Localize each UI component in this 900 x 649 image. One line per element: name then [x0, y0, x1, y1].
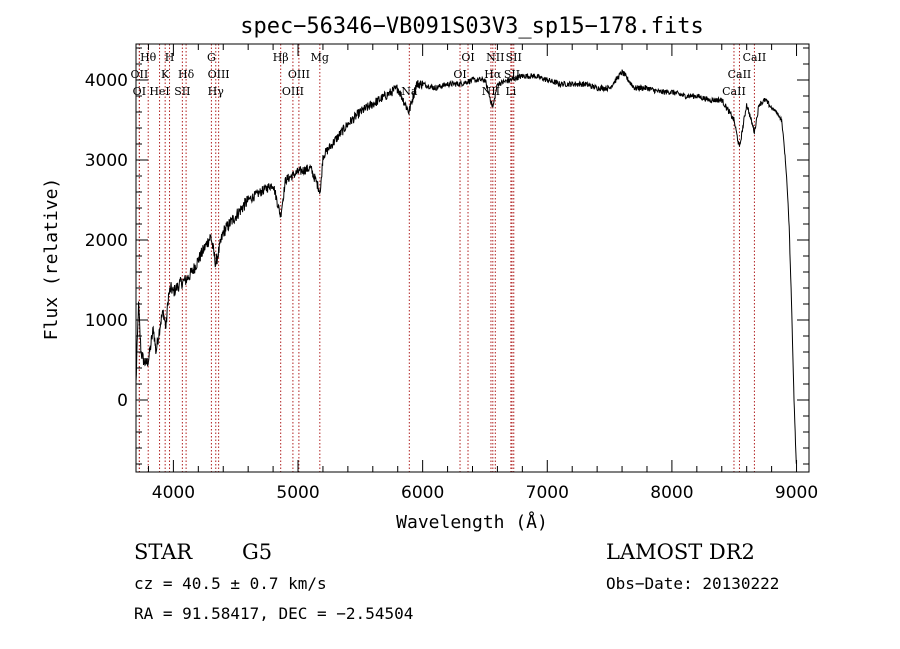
line-marker-label-15: Hα [484, 68, 502, 81]
x-tick-label-8000: 8000 [650, 483, 693, 503]
line-marker-label-20: SII [174, 85, 190, 98]
line-marker-label-5: OI [461, 51, 474, 64]
survey-name: LAMOST DR2 [606, 540, 755, 564]
object-subclass: G5 [242, 540, 272, 564]
coordinates-readout: RA = 91.58417, DEC = −2.54504 [134, 604, 413, 623]
line-marker-label-24: NII [482, 85, 500, 98]
x-axis-label: Wavelength (Å) [396, 511, 548, 533]
line-marker-label-26: CaII [722, 85, 746, 98]
y-tick-label-3000: 3000 [85, 151, 128, 171]
y-tick-label-2000: 2000 [85, 231, 128, 251]
line-marker-label-7: SII [506, 51, 522, 64]
line-marker-label-17: CaII [728, 68, 752, 81]
line-marker-label-14: OI [453, 68, 466, 81]
line-marker-label-25: Li [505, 85, 516, 98]
line-marker-label-19: HeI [149, 85, 169, 98]
y-tick-label-0: 0 [117, 391, 128, 411]
emission-line-markers [138, 44, 755, 472]
redshift-readout: cz = 40.5 ± 0.7 km/s [134, 574, 327, 593]
line-marker-label-9: OII [131, 68, 149, 81]
chart-title: spec−56346−VB091S03V3_sp15−178.fits [240, 14, 704, 39]
x-tick-label-5000: 5000 [276, 483, 319, 503]
y-tick-label-4000: 4000 [85, 71, 128, 91]
x-tick-label-9000: 9000 [775, 483, 818, 503]
line-marker-label-13: OIII [288, 68, 310, 81]
line-marker-label-10: K [161, 68, 170, 81]
line-marker-label-0: Hθ [140, 51, 157, 64]
x-tick-label-4000: 4000 [152, 483, 195, 503]
line-marker-label-1: H [165, 51, 175, 64]
spectrum-series-line [135, 69, 797, 464]
line-marker-label-2: G [207, 51, 216, 64]
y-axis-label: Flux (relative) [41, 178, 62, 341]
line-marker-label-11: Hδ [178, 68, 195, 81]
y-tick-label-1000: 1000 [85, 311, 128, 331]
x-tick-label-6000: 6000 [401, 483, 444, 503]
line-marker-label-3: Hβ [273, 51, 289, 64]
observation-date: Obs−Date: 20130222 [606, 574, 779, 593]
axis-ticks: 4000 5000 6000 7000 8000 9000 0 1000 2000 3000 400… [85, 44, 818, 503]
line-marker-label-22: OIII [282, 85, 304, 98]
x-tick-label-7000: 7000 [526, 483, 569, 503]
line-marker-label-12: OIII [208, 68, 230, 81]
line-marker-label-6: NII [486, 51, 504, 64]
plot-frame [135, 43, 810, 473]
line-marker-label-8: CaII [743, 51, 767, 64]
object-class: STAR [134, 540, 193, 564]
line-marker-label-4: Mg [311, 51, 329, 64]
line-marker-label-21: Hγ [208, 85, 225, 98]
